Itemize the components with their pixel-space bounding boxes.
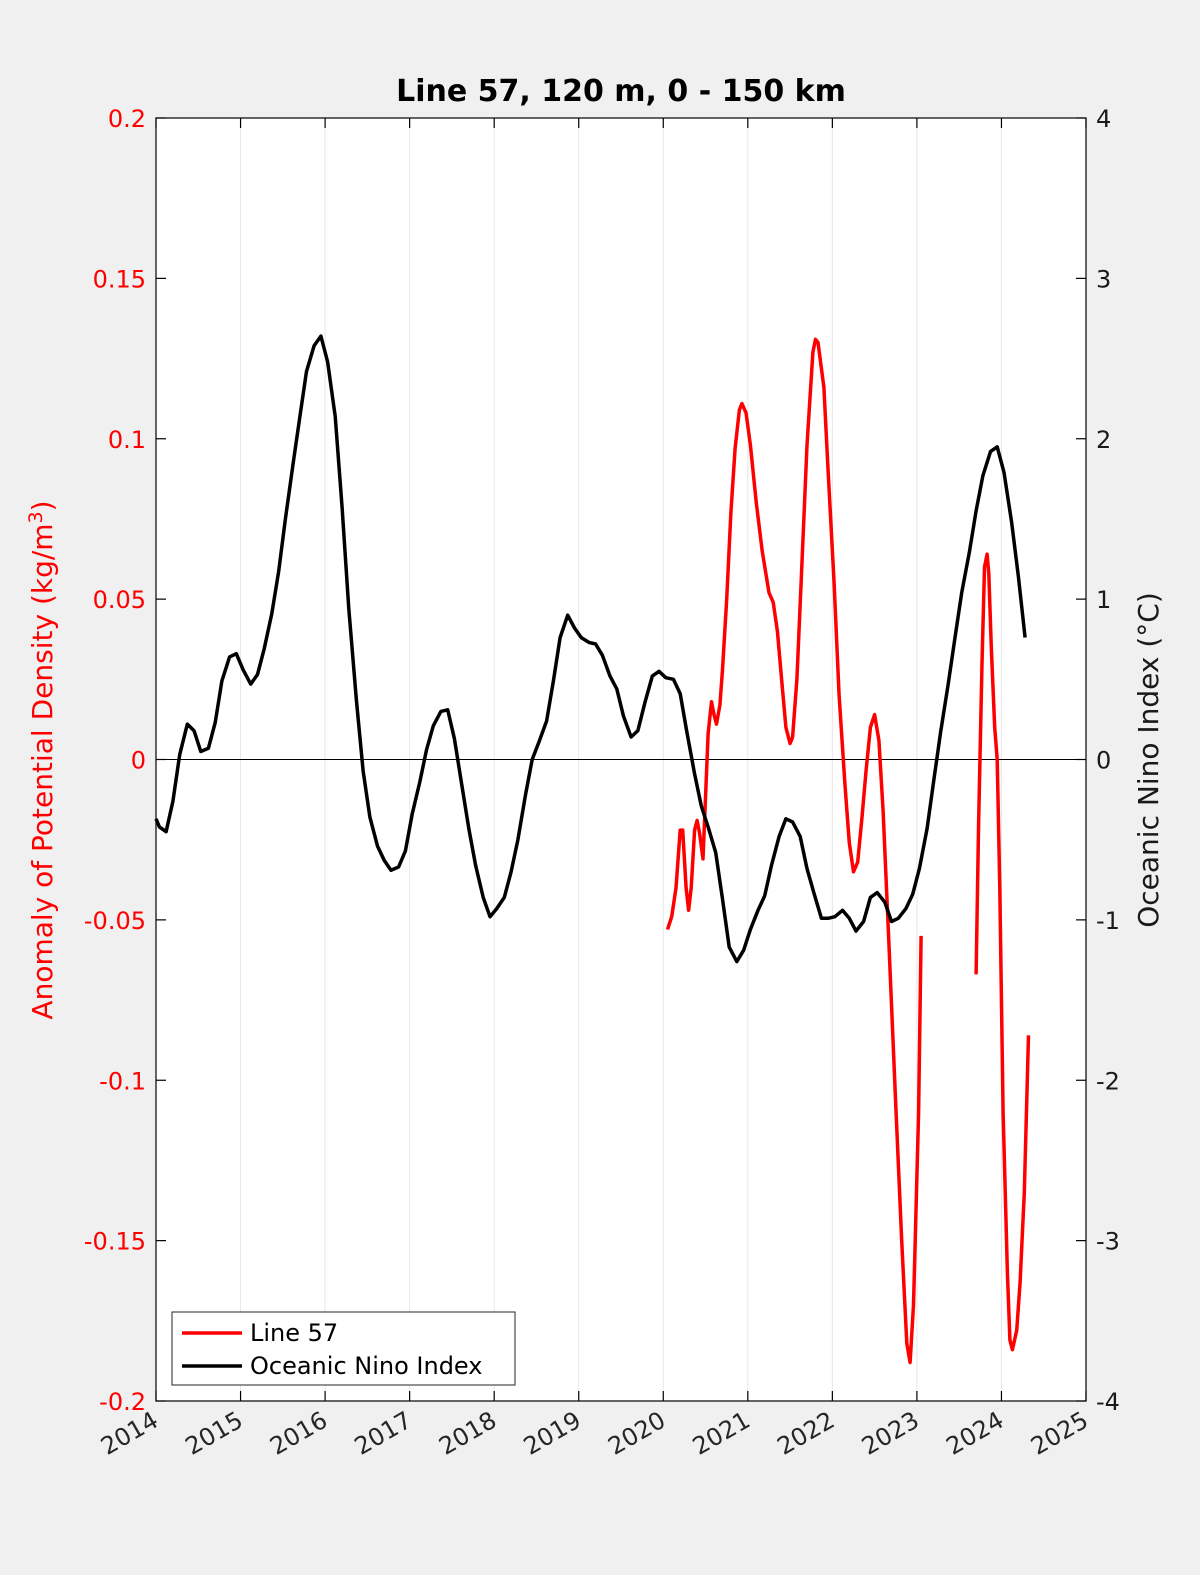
y-left-tick-label: 0.15 <box>93 265 146 293</box>
x-tick-label: 2017 <box>350 1406 417 1461</box>
y-axis-label-left-text: Anomaly of Potential Density (kg/m <box>26 523 59 1019</box>
y-left-tick-label: 0.05 <box>93 586 146 614</box>
x-tick-label: 2019 <box>519 1406 586 1461</box>
x-tick-label: 2020 <box>603 1406 670 1461</box>
y-right-tick-label: 2 <box>1096 426 1111 454</box>
y-left-tick-label: 0.1 <box>108 426 146 454</box>
y-axis-label-left-sup: 3 <box>25 511 47 523</box>
x-tick-label: 2024 <box>942 1406 1009 1461</box>
legend-box <box>171 1311 516 1386</box>
x-tick-label: 2016 <box>265 1406 332 1461</box>
y-axis-label-left-close: ) <box>26 500 59 511</box>
series-layer <box>154 334 1031 1365</box>
y-right-tick-label: -4 <box>1096 1388 1120 1416</box>
y-right-tick-label: 1 <box>1096 586 1111 614</box>
x-tick-label: 2021 <box>688 1406 755 1461</box>
series-line-oceanic-nino-index-segment-0 <box>154 334 1027 964</box>
series-line-line-57-segment-0 <box>665 337 923 1365</box>
x-tick-label: 2018 <box>434 1406 501 1461</box>
series-line-line-57-segment-1 <box>974 552 1031 1352</box>
chart-title: Line 57, 120 m, 0 - 150 km <box>396 74 846 109</box>
y-right-tick-label: -3 <box>1096 1228 1120 1256</box>
y-axis-label-left: Anomaly of Potential Density (kg/m3) <box>25 500 59 1019</box>
y-left-tick-label: -0.2 <box>99 1388 146 1416</box>
x-tick-label: 2023 <box>857 1406 924 1461</box>
y-axis-label-right: Oceanic Nino Index (°C) <box>1132 592 1165 928</box>
y-right-tick-label: -2 <box>1096 1067 1120 1095</box>
y-right-tick-label: 4 <box>1096 105 1111 133</box>
x-tick-label: 2025 <box>1026 1406 1093 1461</box>
legend-label-line-57: Line 57 <box>250 1319 338 1347</box>
y-right-tick-label: -1 <box>1096 907 1120 935</box>
y-right-tick-label: 3 <box>1096 265 1111 293</box>
y-left-tick-label: 0.2 <box>108 105 146 133</box>
legend-label-oni: Oceanic Nino Index <box>250 1352 482 1380</box>
y-left-tick-label: -0.05 <box>84 907 146 935</box>
x-tick-label: 2015 <box>181 1406 248 1461</box>
legend: Line 57 Oceanic Nino Index <box>171 1311 516 1386</box>
y-left-tick-label: -0.1 <box>99 1067 146 1095</box>
x-tick-label: 2022 <box>772 1406 839 1461</box>
y-left-tick-label: 0 <box>131 747 146 775</box>
y-right-tick-label: 0 <box>1096 747 1111 775</box>
y-left-tick-label: -0.15 <box>84 1228 146 1256</box>
